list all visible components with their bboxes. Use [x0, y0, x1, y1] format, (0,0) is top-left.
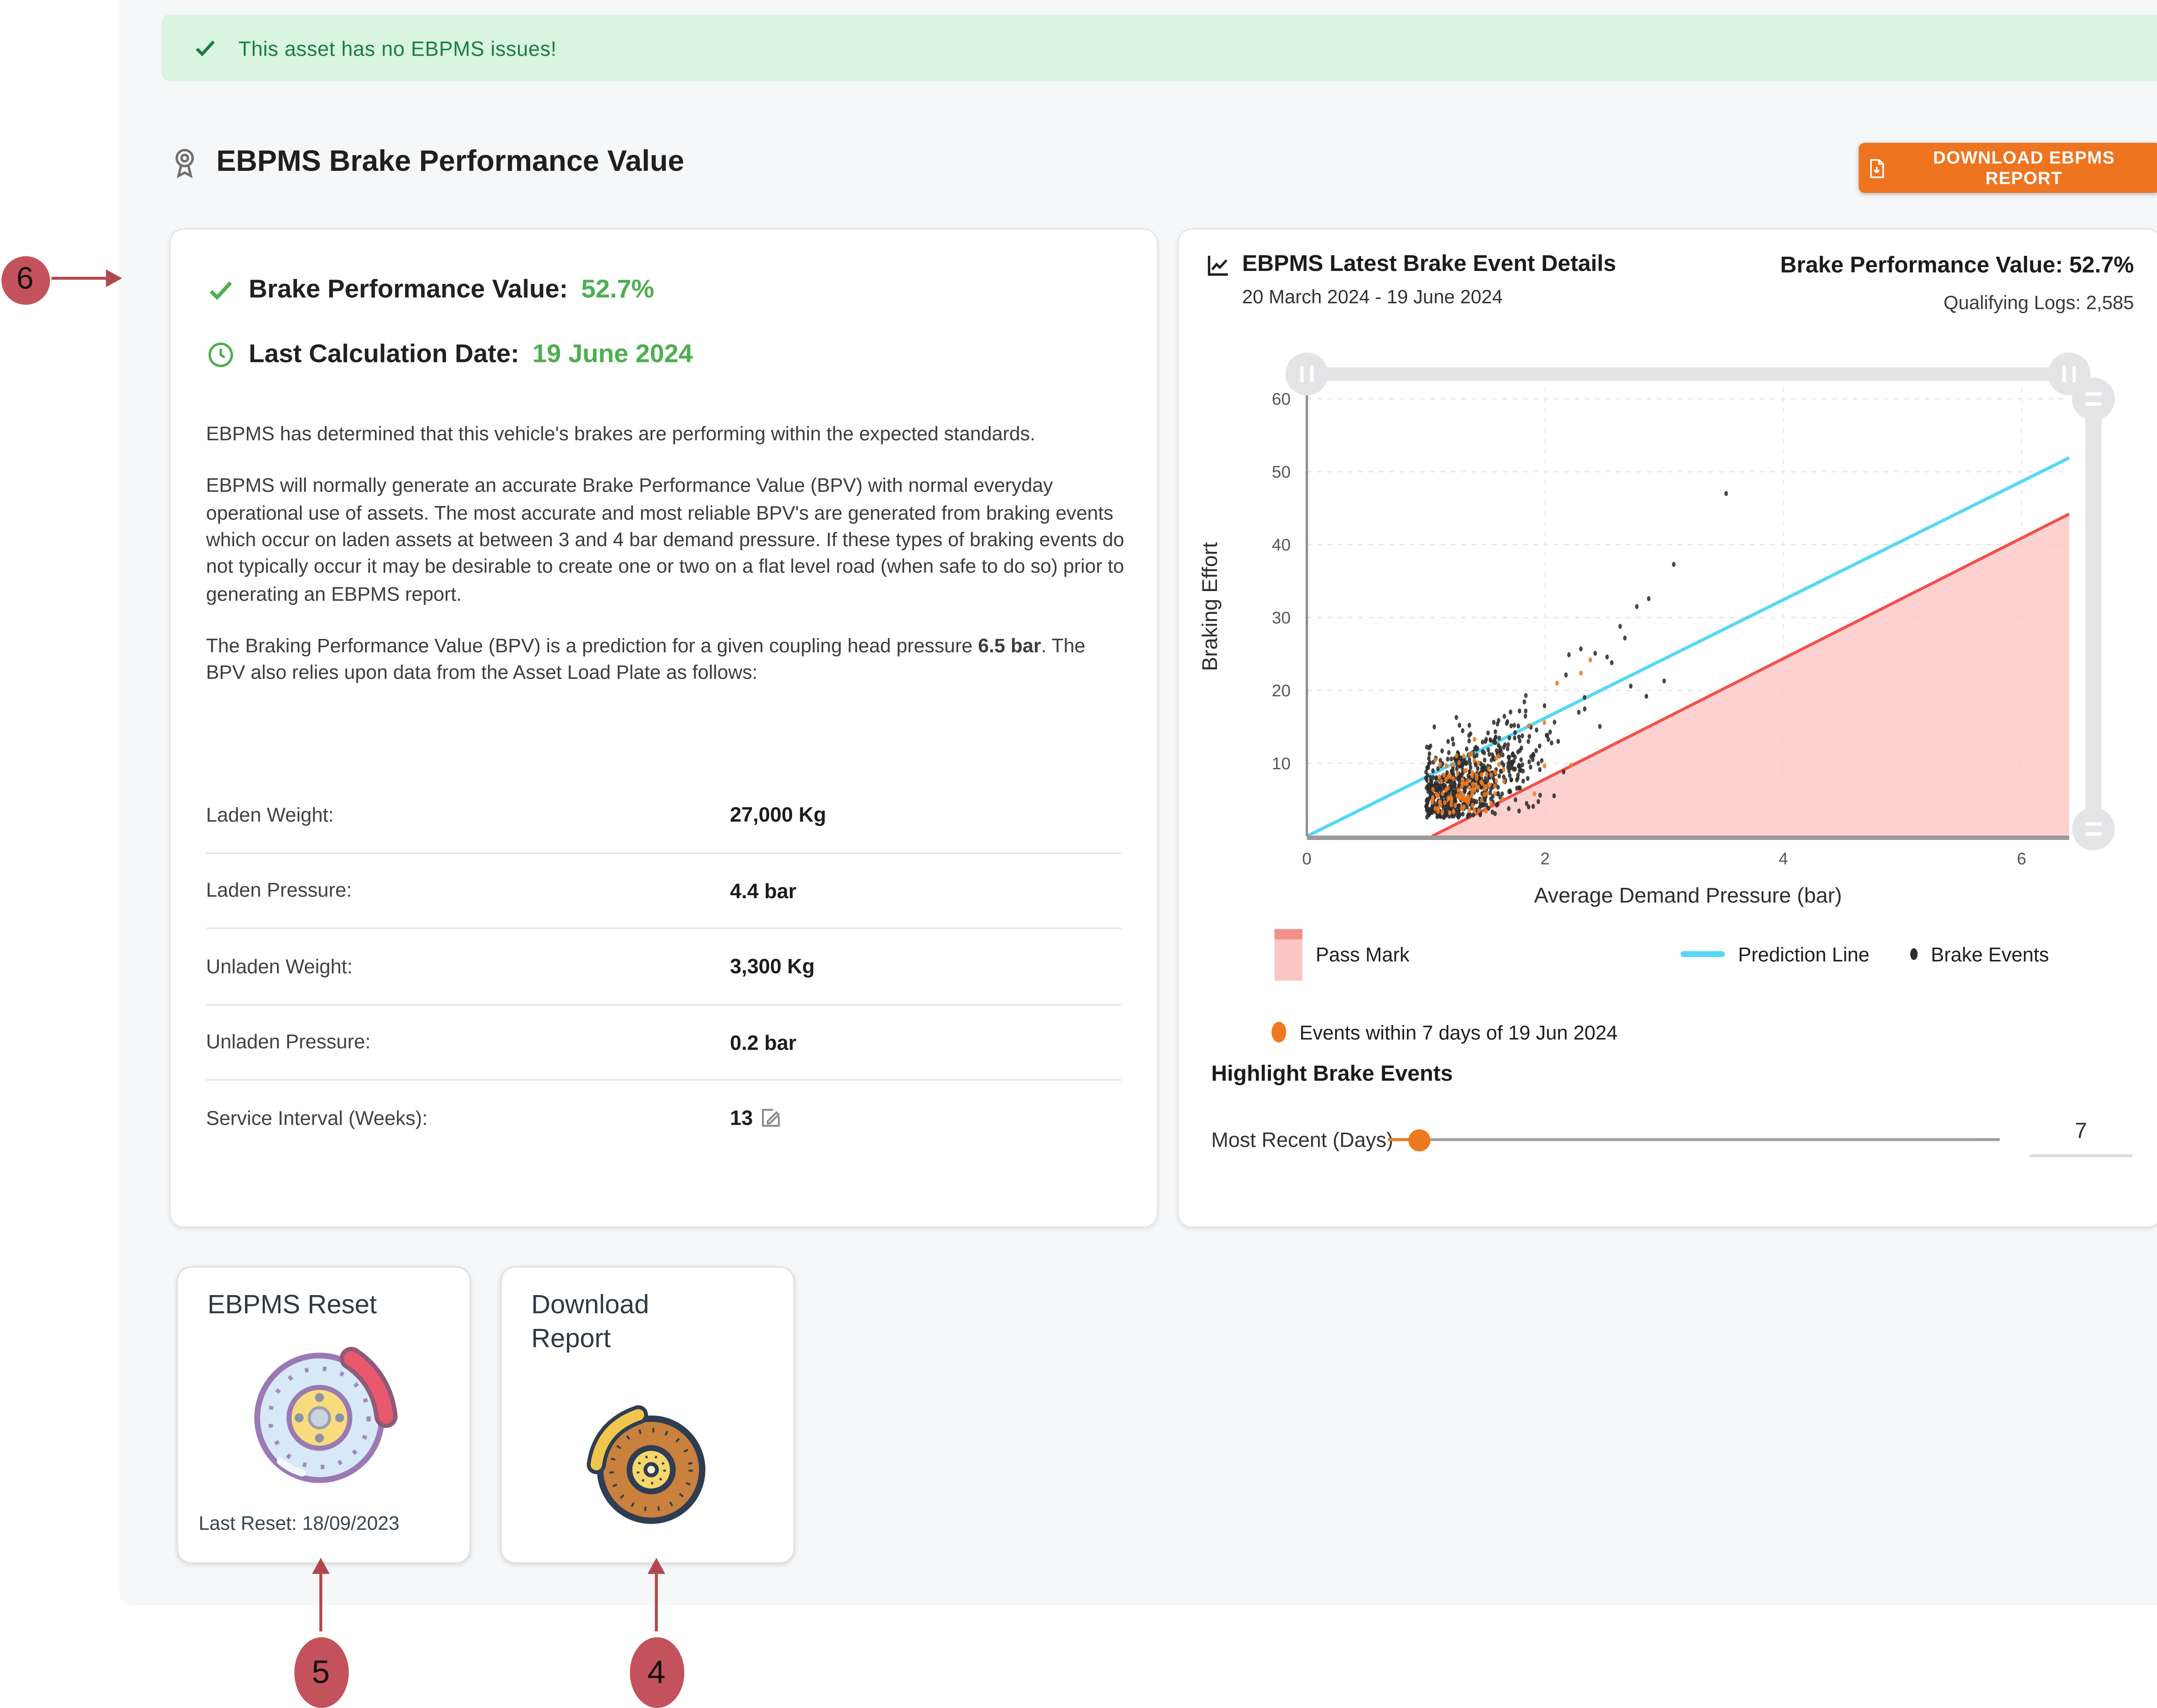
svg-text:4: 4 [1779, 849, 1788, 868]
download-report-title: Download Report [531, 1290, 649, 1354]
row-label: Service Interval (Weeks): [206, 1107, 428, 1129]
row-label: Laden Weight: [206, 803, 334, 826]
pass-mark-region [1431, 513, 2070, 838]
chart-y-range-handle-bottom[interactable] [2072, 807, 2115, 850]
description-paragraph: The Braking Performance Value (BPV) is a… [206, 635, 1085, 684]
last-calculation-row: Last Calculation Date: 19 June 2024 [206, 339, 693, 370]
row-label: Unladen Pressure: [206, 1031, 371, 1054]
highlight-brake-events-heading: Highlight Brake Events [1211, 1061, 1453, 1087]
legend-pass-mark: Pass Mark [1274, 928, 1409, 980]
pass-mark-swatch [1274, 928, 1303, 980]
last-reset-date: Last Reset: 18/09/2023 [198, 1512, 399, 1535]
chart-x-range-handle-left[interactable] [1285, 352, 1328, 396]
svg-text:2: 2 [1541, 849, 1550, 868]
award-icon [175, 149, 194, 179]
check-icon [195, 40, 215, 57]
ebpms-reset-title: EBPMS Reset [208, 1290, 377, 1319]
prediction-line [1306, 456, 2070, 838]
highlighted-event-points [1430, 657, 1592, 816]
chart-bpv-text: Brake Performance Value: 52.7% [1780, 253, 2134, 279]
svg-text:6: 6 [2017, 849, 2026, 868]
bpv-row: Brake Performance Value: 52.7% [206, 274, 654, 305]
row-label: Laden Pressure: [206, 879, 352, 902]
load-plate-row: Service Interval (Weeks): 13 [206, 1081, 1122, 1155]
svg-text:30: 30 [1272, 608, 1291, 627]
highlighted-events-swatch [1271, 1022, 1286, 1043]
prediction-line-swatch [1680, 951, 1725, 957]
chart-y-range-handle-top[interactable] [2072, 377, 2115, 421]
slider-fill [1387, 1137, 1419, 1141]
last-calculation-label: Last Calculation Date: [248, 338, 519, 368]
brake-events-scatter-chart: 10 20 30 40 50 60 0 2 4 6 Average Demand Pressure … [1198, 352, 2115, 907]
legend-brake-events: Brake Events [1910, 934, 2049, 975]
svg-text:50: 50 [1272, 462, 1291, 481]
description-paragraph: EBPMS has determined that this vehicle's… [206, 422, 1035, 445]
chart-y-range-slider[interactable] [2085, 399, 2102, 829]
clock-icon [208, 342, 233, 367]
row-value: 0.2 bar [730, 1030, 797, 1054]
most-recent-days-label: Most Recent (Days) [1211, 1128, 1393, 1151]
chart-legend: Pass Mark Prediction Line Brake Events [1179, 928, 2157, 980]
edit-service-interval-icon[interactable] [759, 1106, 783, 1130]
load-plate-row: Unladen Weight: 3,300 Kg [206, 929, 1122, 1005]
description-paragraph: EBPMS will normally generate an accurate… [206, 475, 1124, 605]
legend-prediction-line: Prediction Line [1680, 934, 1870, 975]
row-value: 3,300 Kg [730, 954, 815, 978]
description-text: EBPMS has determined that this vehicle's… [206, 421, 1128, 712]
slider-thumb[interactable] [1408, 1128, 1431, 1151]
banner-text: This asset has no EBPMS issues! [238, 36, 557, 60]
qualifying-logs: Qualifying Logs: 2,585 [1943, 291, 2134, 314]
page-title: EBPMS Brake Performance Value [216, 145, 685, 178]
svg-text:10: 10 [1272, 754, 1291, 773]
legend-highlighted-events: Events within 7 days of 19 Jun 2024 [1271, 1012, 1618, 1053]
brake-event-chart-card: EBPMS Latest Brake Event Details 20 Marc… [1177, 228, 2157, 1228]
download-report-card[interactable]: Download Report [500, 1266, 795, 1564]
load-plate-row: Unladen Pressure: 0.2 bar [206, 1005, 1122, 1081]
row-value: 27,000 Kg [730, 802, 827, 827]
most-recent-days-slider[interactable] [1387, 1120, 2000, 1159]
svg-text:40: 40 [1272, 535, 1291, 554]
status-banner: This asset has no EBPMS issues! [162, 15, 2157, 81]
slider-track[interactable] [1387, 1137, 2000, 1141]
annotation-5-arrow [318, 1574, 323, 1632]
annotation-5: 5 [293, 1637, 348, 1708]
row-value: 4.4 bar [730, 878, 797, 903]
brake-events-swatch [1910, 948, 1918, 960]
chart-x-range-slider[interactable] [1307, 367, 2069, 381]
svg-text:60: 60 [1272, 390, 1291, 409]
svg-text:20: 20 [1272, 681, 1291, 700]
x-axis-label: Average Demand Pressure (bar) [1534, 884, 1842, 907]
pdf-file-icon [1870, 158, 1884, 178]
brake-disc-blue-icon [254, 1346, 398, 1483]
bpv-value: 52.7% [581, 274, 654, 304]
chart-title: EBPMS Latest Brake Event Details [1242, 252, 1616, 277]
annotation-4-arrow [654, 1574, 658, 1632]
load-plate-row: Laden Weight: 27,000 Kg [206, 777, 1122, 853]
chart-date-range: 20 March 2024 - 19 June 2024 [1242, 285, 1503, 308]
annotation-6: 6 [0, 255, 50, 304]
annotation-4: 4 [629, 1637, 684, 1708]
y-axis-label: Braking Effort [1198, 542, 1222, 671]
bpv-summary-card: Brake Performance Value: 52.7% Last Calc… [169, 228, 1158, 1228]
annotation-6-arrow [51, 276, 106, 280]
check-icon [209, 280, 232, 299]
bpv-label: Brake Performance Value: [248, 274, 568, 304]
most-recent-days-input[interactable] [2029, 1107, 2133, 1158]
line-chart-icon [1207, 255, 1228, 276]
chart-legend-row2: Events within 7 days of 19 Jun 2024 [1179, 1012, 2157, 1053]
download-ebpms-report-button[interactable]: DOWNLOAD EBPMS REPORT [1858, 143, 2157, 193]
last-calculation-value: 19 June 2024 [532, 338, 693, 368]
brake-disc-orange-icon [587, 1405, 706, 1524]
row-value: 13 [730, 1106, 783, 1130]
load-plate-row: Laden Pressure: 4.4 bar [206, 853, 1122, 929]
load-plate-table: Laden Weight: 27,000 Kg Laden Pressure: 4.4… [206, 777, 1122, 1155]
row-label: Unladen Weight: [206, 955, 353, 978]
svg-text:0: 0 [1302, 849, 1311, 868]
ebpms-reset-card[interactable]: EBPMS Reset Last Reset: 18/09/2023 [176, 1266, 471, 1564]
